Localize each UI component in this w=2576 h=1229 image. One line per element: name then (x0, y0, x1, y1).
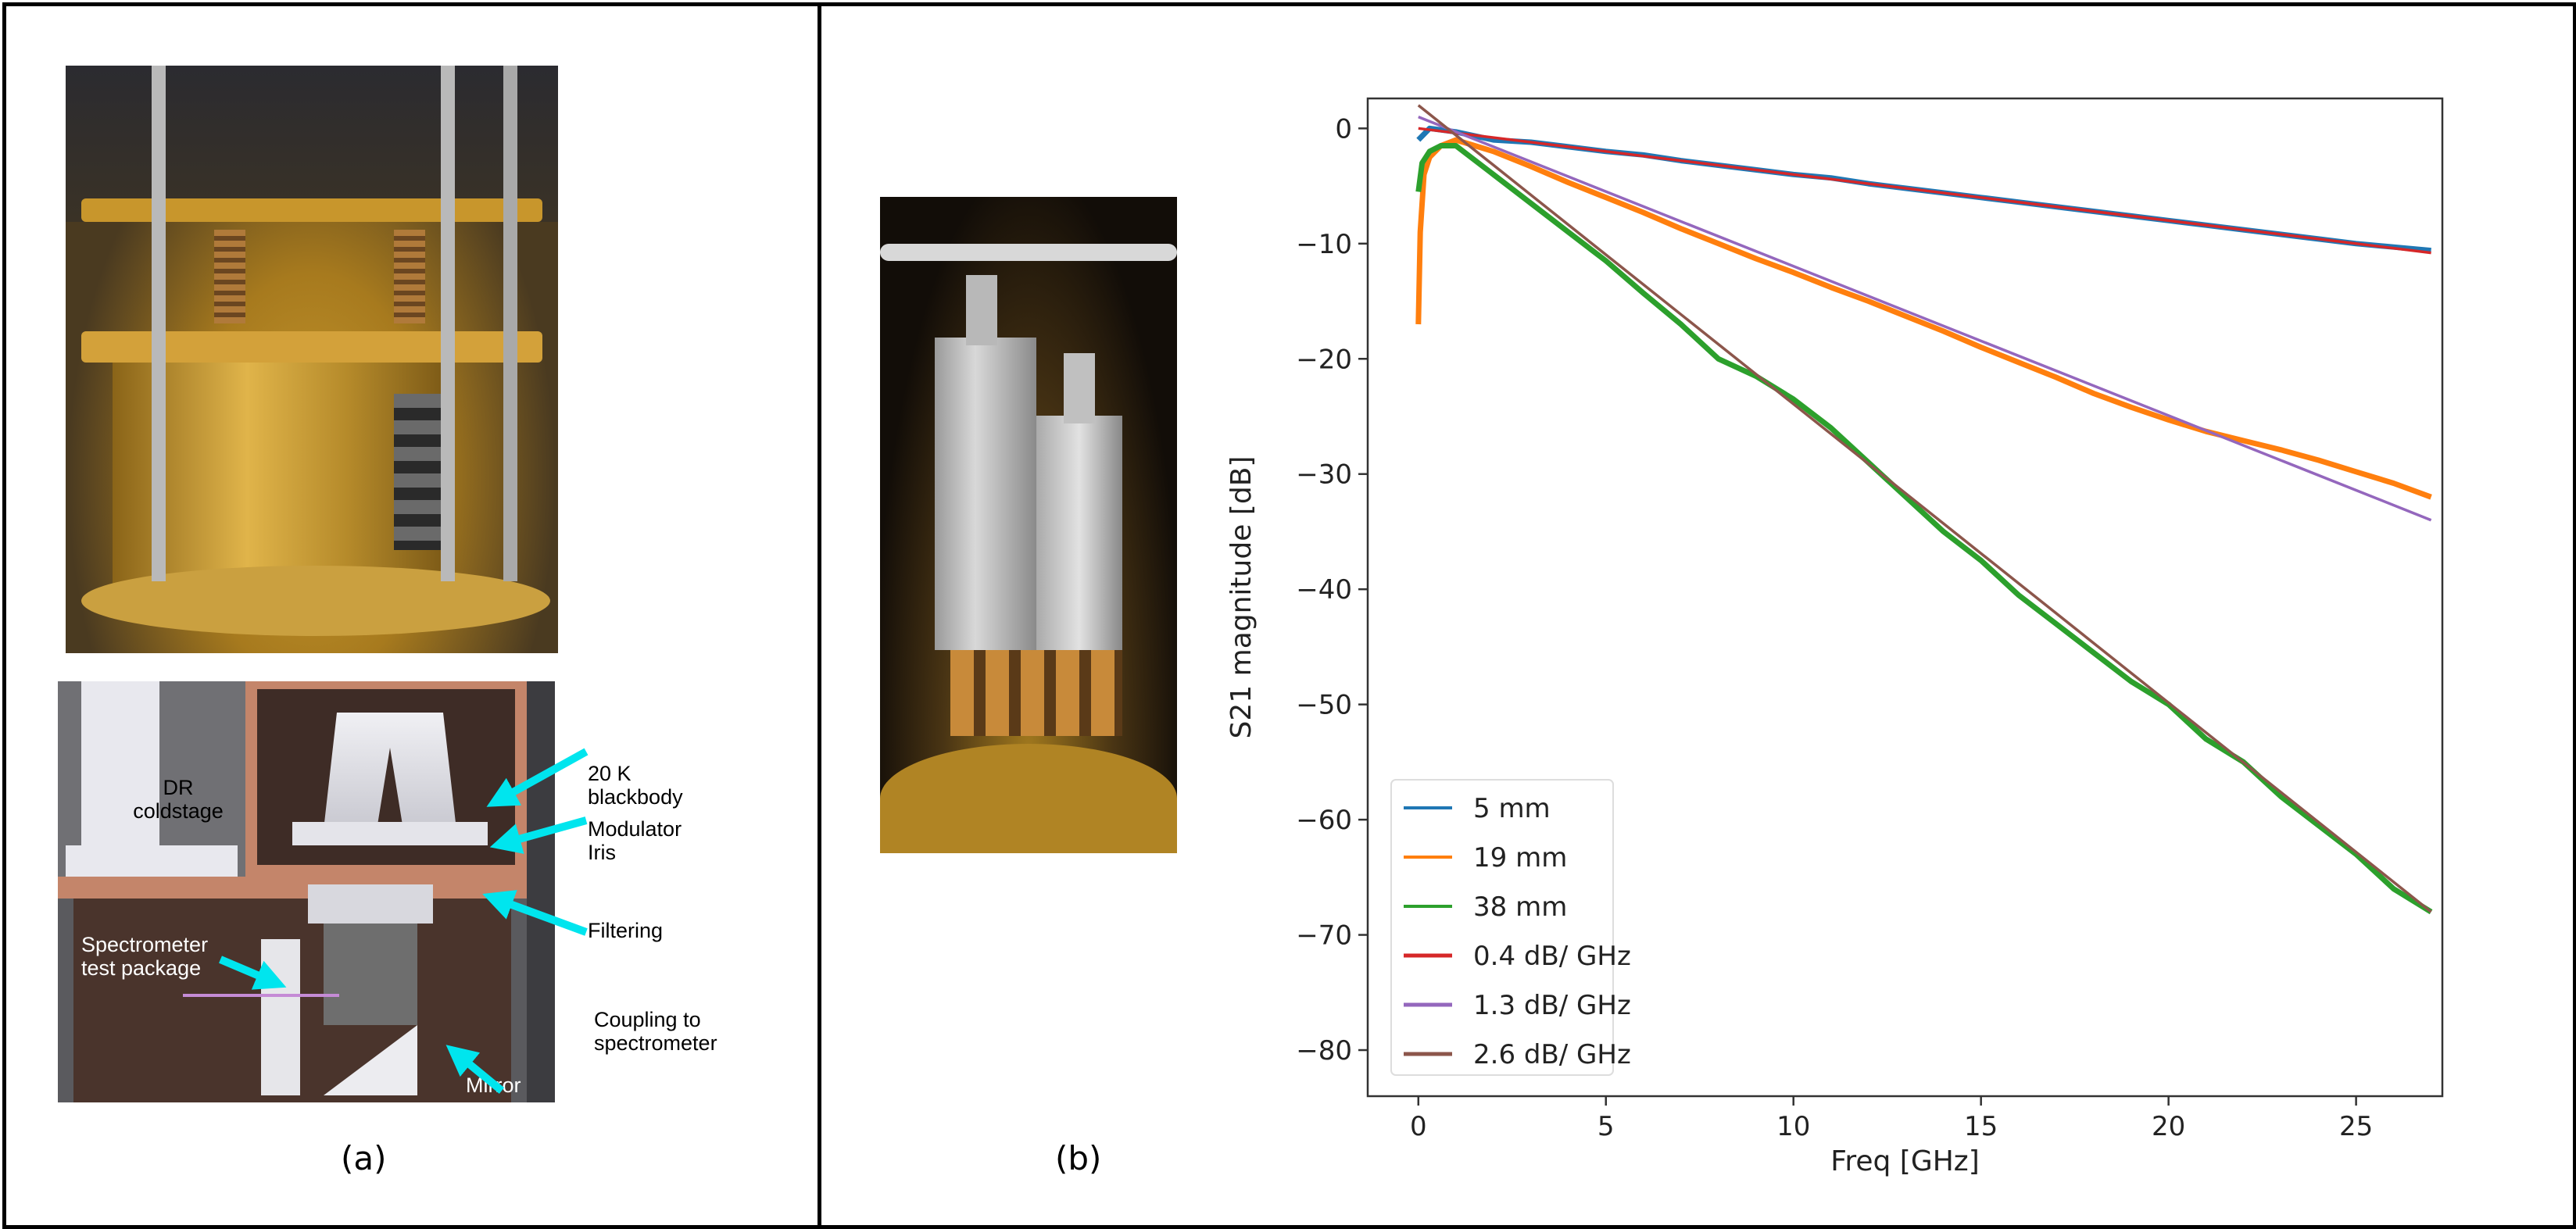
label-20k-blackbody: 20 K blackbody (588, 762, 683, 809)
series-line-0-4-db-ghz (1418, 127, 2431, 255)
cryostat-photo (66, 66, 558, 653)
arrow-test-package-icon (219, 956, 287, 990)
label-dr-coldstage: DR coldstage (116, 776, 241, 823)
arrow-modulator-icon (489, 816, 588, 854)
x-tick-label: 20 (2152, 1111, 2185, 1142)
label-coldstage: coldstage (133, 799, 224, 823)
arrow-mirror-icon (445, 1045, 505, 1094)
legend-entry: 19 mm (1473, 842, 1567, 874)
x-tick-label: 0 (1410, 1111, 1427, 1142)
x-tick-label: 15 (1964, 1111, 1998, 1142)
x-tick-label: 5 (1597, 1111, 1615, 1142)
y-tick-label: −70 (1296, 920, 1352, 952)
label-coupling-to-spectrometer: Coupling to spectrometer (594, 1008, 717, 1055)
diagram-arrows (219, 748, 589, 1094)
spectrometer-package-photo (880, 197, 1177, 853)
label-20k: 20 K (588, 762, 631, 785)
y-tick-label: −40 (1296, 574, 1352, 606)
label-dr: DR (163, 776, 194, 799)
legend-entry: 0.4 dB/ GHz (1473, 941, 1631, 972)
arrow-blackbody-icon (486, 748, 589, 807)
label-iris: Iris (588, 841, 616, 864)
legend-entry: 1.3 dB/ GHz (1473, 990, 1631, 1021)
y-axis-label: S21 magnitude [dB] (1225, 456, 1258, 739)
x-tick-label: 25 (2339, 1111, 2373, 1142)
label-test-package: test package (81, 956, 202, 980)
label-modulator-iris: Modulator Iris (588, 817, 682, 864)
x-tick-label: 10 (1776, 1111, 1810, 1142)
label-blackbody: blackbody (588, 785, 683, 809)
series-line-2-6-db-ghz (1417, 104, 2432, 913)
label-filtering: Filtering (588, 919, 664, 942)
y-tick-label: −20 (1296, 344, 1352, 375)
y-tick-label: −60 (1296, 805, 1352, 836)
panel-a-label: (a) (341, 1139, 387, 1177)
cryostat-cross-section-diagram: DR coldstage Spectrometer test package M… (58, 681, 555, 1102)
x-axis-label: Freq [GHz] (1830, 1145, 1980, 1177)
label-spectrometer: Spectrometer (81, 933, 209, 956)
label-spectrometer-coupling: spectrometer (594, 1031, 717, 1055)
label-modulator: Modulator (588, 817, 682, 841)
y-tick-label: 0 (1335, 113, 1352, 145)
y-tick-label: −30 (1296, 459, 1352, 491)
panel-b-label: (b) (1055, 1139, 1102, 1177)
legend-entry: 38 mm (1473, 891, 1567, 923)
y-tick-label: −50 (1296, 690, 1352, 721)
y-tick-label: −10 (1296, 229, 1352, 260)
label-coupling-to: Coupling to (594, 1008, 701, 1031)
panel-divider (818, 2, 821, 1229)
series-line-1-3-db-ghz (1418, 115, 2432, 522)
y-tick-label: −80 (1296, 1035, 1352, 1066)
legend-box (1390, 779, 1614, 1076)
legend-entry: 5 mm (1473, 793, 1551, 824)
legend-entry: 2.6 dB/ GHz (1473, 1039, 1631, 1070)
arrow-filtering-icon (482, 890, 588, 936)
label-spectrometer-test-package: Spectrometer test package (81, 933, 208, 980)
